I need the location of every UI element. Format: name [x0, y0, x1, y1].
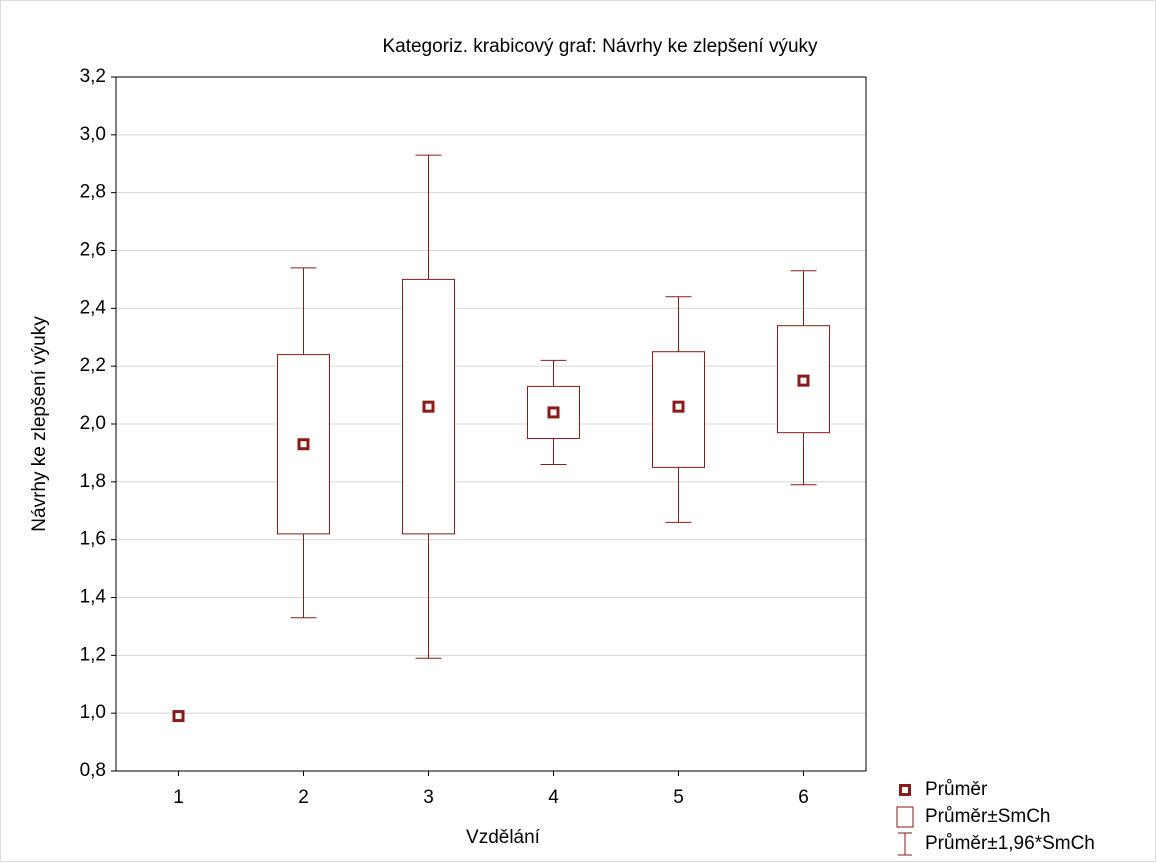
y-tick-label: 3,0	[80, 124, 106, 145]
x-tick-label: 6	[798, 787, 809, 808]
legend-mean-symbol	[899, 784, 911, 796]
y-tick-label: 1,6	[80, 529, 106, 550]
y-tick-label: 2,6	[80, 240, 106, 261]
legend-label: Průměr	[925, 779, 988, 800]
y-tick-label: 2,0	[80, 413, 106, 434]
y-tick-label: 1,0	[80, 702, 106, 723]
y-tick-label: 1,2	[80, 644, 106, 665]
mean-marker	[672, 400, 685, 413]
plot-frame	[115, 76, 867, 772]
x-tick-label: 3	[423, 787, 434, 808]
y-tick-label: 2,8	[80, 182, 106, 203]
x-tick-label: 2	[298, 787, 309, 808]
legend-label: Průměr±1,96*SmCh	[925, 833, 1095, 854]
x-axis-label: Vzdělání	[466, 827, 541, 848]
y-tick-label: 2,4	[80, 297, 107, 318]
x-tick-label: 1	[173, 787, 184, 808]
mean-marker	[297, 438, 310, 451]
y-tick-label: 2,2	[80, 355, 106, 376]
mean-marker	[422, 400, 435, 413]
x-tick-label: 5	[673, 787, 684, 808]
legend-label: Průměr±SmCh	[925, 806, 1051, 827]
legend-box-symbol	[896, 806, 914, 828]
mean-marker	[172, 710, 185, 723]
mean-marker	[547, 406, 560, 419]
chart-title: Kategoriz. krabicový graf: Návrhy ke zle…	[382, 36, 818, 57]
y-tick-label: 1,8	[80, 471, 106, 492]
y-tick-label: 1,4	[80, 587, 107, 608]
y-tick-label: 0,8	[80, 760, 106, 781]
y-tick-label: 3,2	[80, 66, 106, 87]
x-tick-label: 4	[548, 787, 559, 808]
y-axis-label: Návrhy ke zlepšení výuky	[29, 316, 50, 532]
mean-marker	[797, 374, 810, 387]
